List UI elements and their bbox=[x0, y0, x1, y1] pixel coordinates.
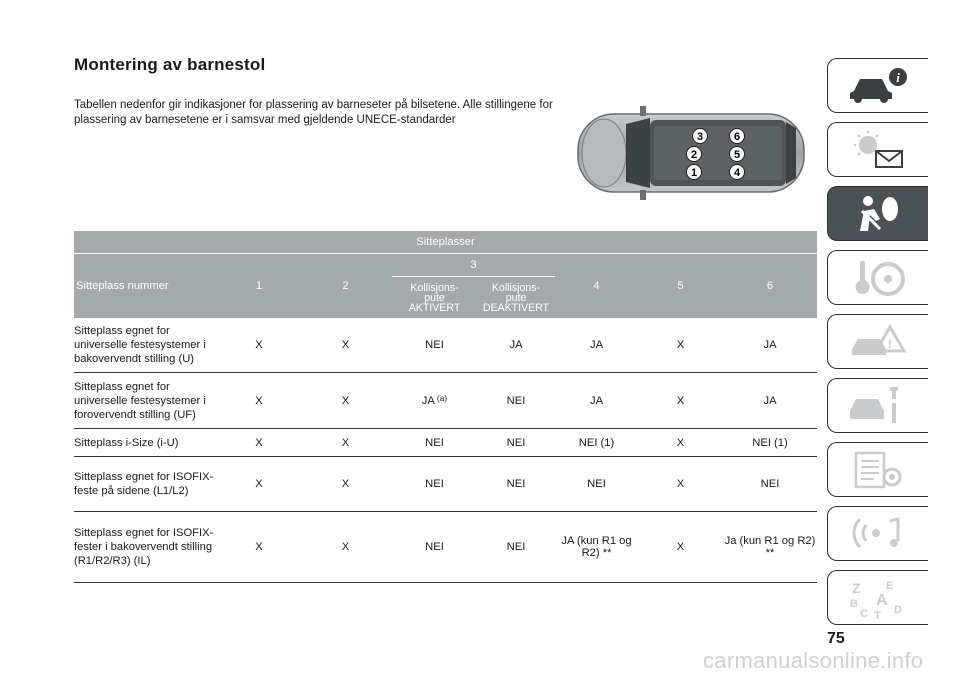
header-col-3-group: 3 Kollisjons- pute AKTIVERT Kollisjons- … bbox=[392, 254, 555, 318]
table-cell: X bbox=[341, 339, 350, 351]
table-cell: NEI bbox=[587, 478, 606, 490]
tab-index[interactable]: Z E B A D C T bbox=[827, 570, 928, 625]
table-cell: JA bbox=[589, 339, 604, 351]
technical-data-icon bbox=[854, 451, 902, 488]
watermark: carmanualsonline.info bbox=[703, 648, 924, 673]
tab-technical-data[interactable] bbox=[827, 442, 928, 497]
row-label: Sitteplass egnet for ISOFIX-feste på sid… bbox=[74, 471, 214, 497]
table-cell: NEI bbox=[506, 394, 526, 407]
safety-airbag-icon bbox=[860, 195, 898, 231]
table-cell: X bbox=[255, 394, 263, 407]
seat-number-2: 2 bbox=[691, 149, 697, 161]
row-label: Sitteplass i-Size (i-U) bbox=[74, 436, 179, 449]
header-col-4: 4 bbox=[593, 280, 600, 292]
tab-warning-lights[interactable] bbox=[827, 122, 928, 177]
row-label: Sitteplass egnet for universelle festesy… bbox=[74, 325, 206, 365]
child-seat-table: Sitteplasser Sitteplass nummer 1 2 3 Kol… bbox=[74, 231, 817, 583]
table-cell: X bbox=[676, 394, 685, 407]
header-col-2: 2 bbox=[342, 280, 349, 292]
table-row: Sitteplass i-Size (i-U) X X NEI NEI NEI … bbox=[74, 429, 817, 457]
header-sitteplasser: Sitteplasser bbox=[74, 231, 817, 254]
table-cell: NEI bbox=[506, 541, 526, 553]
car-accident-icon: ! bbox=[852, 323, 907, 355]
header-col-6: 6 bbox=[766, 280, 774, 292]
tab-car-info[interactable]: i bbox=[827, 58, 928, 113]
table-cell: NEI bbox=[425, 339, 444, 351]
table-cell: X bbox=[676, 478, 685, 490]
table-cell: JA (kun R1 og R2) ** bbox=[561, 535, 632, 559]
svg-text:C: C bbox=[860, 608, 868, 619]
svg-text:Z: Z bbox=[852, 580, 861, 596]
table-cell: NEI bbox=[425, 436, 444, 449]
row-label: Sitteplass egnet for ISOFIX-fester i bak… bbox=[74, 527, 214, 567]
table-cell: X bbox=[341, 478, 350, 490]
seat-number-3: 3 bbox=[697, 131, 703, 143]
footnote-marker: (a) bbox=[436, 392, 448, 403]
seat-number-6: 6 bbox=[734, 131, 740, 143]
table-cell: JA bbox=[763, 394, 777, 407]
table-header: Sitteplasser Sitteplass nummer 1 2 3 Kol… bbox=[74, 231, 817, 318]
table-row: Sitteplass egnet for universelle festesy… bbox=[74, 318, 817, 373]
tab-maintenance[interactable] bbox=[827, 378, 928, 433]
table-cell: X bbox=[676, 339, 685, 351]
index-alphabet-icon: Z E B A D C T bbox=[850, 580, 902, 619]
svg-text:A: A bbox=[876, 592, 888, 609]
table-cell: NEI (1) bbox=[752, 436, 788, 449]
table-cell: NEI bbox=[506, 478, 526, 490]
svg-text:E: E bbox=[886, 580, 893, 592]
table-cell: NEI bbox=[760, 478, 780, 490]
table-cell: X bbox=[255, 339, 263, 351]
table-cell: NEI bbox=[506, 436, 526, 449]
car-info-icon: i bbox=[850, 67, 907, 103]
table-cell: X bbox=[676, 541, 685, 553]
table-cell: NEI bbox=[425, 478, 444, 490]
seat-number-1: 1 bbox=[691, 167, 697, 179]
table-row: Sitteplass egnet for ISOFIX-feste på sid… bbox=[74, 457, 817, 512]
header-col-3: 3 bbox=[392, 254, 555, 277]
header-col-5: 5 bbox=[677, 280, 684, 292]
table-cell: JA bbox=[589, 394, 604, 407]
header-seat-number-label: Sitteplass nummer bbox=[76, 280, 169, 292]
table-cell: Ja (kun R1 og R2) ** bbox=[724, 535, 816, 559]
table-cell: X bbox=[341, 394, 350, 407]
key-steering-icon bbox=[855, 260, 905, 296]
chapter-sidebar: i ! bbox=[827, 58, 928, 634]
svg-text:D: D bbox=[894, 604, 902, 616]
tab-emergency[interactable]: ! bbox=[827, 314, 928, 369]
svg-text:i: i bbox=[896, 70, 900, 85]
header-airbag-active: Kollisjons- pute AKTIVERT bbox=[408, 281, 461, 314]
tab-key-steering[interactable] bbox=[827, 250, 928, 305]
table-cell: X bbox=[255, 541, 263, 553]
header-col-1: 1 bbox=[255, 280, 263, 292]
table-cell: X bbox=[341, 541, 350, 553]
multimedia-icon bbox=[852, 516, 900, 548]
svg-text:T: T bbox=[874, 610, 881, 619]
header-airbag-deactivated: Kollisjons- pute DEAKTIVERT bbox=[482, 281, 550, 314]
car-maintenance-icon bbox=[850, 386, 898, 423]
warning-lights-icon bbox=[854, 130, 903, 168]
table-cell: JA (a) bbox=[421, 392, 448, 407]
table-cell: NEI (1) bbox=[578, 436, 615, 449]
table-cell: NEI bbox=[425, 541, 444, 553]
car-seat-diagram: 1 2 3 4 5 6 bbox=[574, 100, 810, 206]
seat-number-5: 5 bbox=[734, 149, 740, 161]
table-cell: JA bbox=[763, 339, 777, 351]
table-cell: JA bbox=[509, 339, 523, 351]
table-cell: X bbox=[255, 478, 263, 490]
table-cell: X bbox=[676, 436, 685, 449]
seat-number-4: 4 bbox=[734, 167, 741, 179]
table-row: Sitteplass egnet for ISOFIX-fester i bak… bbox=[74, 512, 817, 583]
car-topview-icon: 1 2 3 4 5 6 bbox=[577, 106, 805, 200]
page-number: 75 bbox=[827, 630, 845, 647]
table-cell: X bbox=[255, 436, 263, 449]
table-cell: X bbox=[341, 436, 350, 449]
table-row: Sitteplass egnet for universelle festesy… bbox=[74, 373, 817, 429]
intro-paragraph: Tabellen nedenfor gir indikasjoner for p… bbox=[74, 99, 553, 126]
tab-safety[interactable] bbox=[827, 186, 928, 241]
page-title: Montering av barnestol bbox=[74, 55, 266, 74]
svg-text:B: B bbox=[850, 598, 858, 610]
row-label: Sitteplass egnet for universelle festesy… bbox=[74, 380, 206, 421]
tab-multimedia[interactable] bbox=[827, 506, 928, 561]
svg-text:!: ! bbox=[888, 337, 892, 351]
